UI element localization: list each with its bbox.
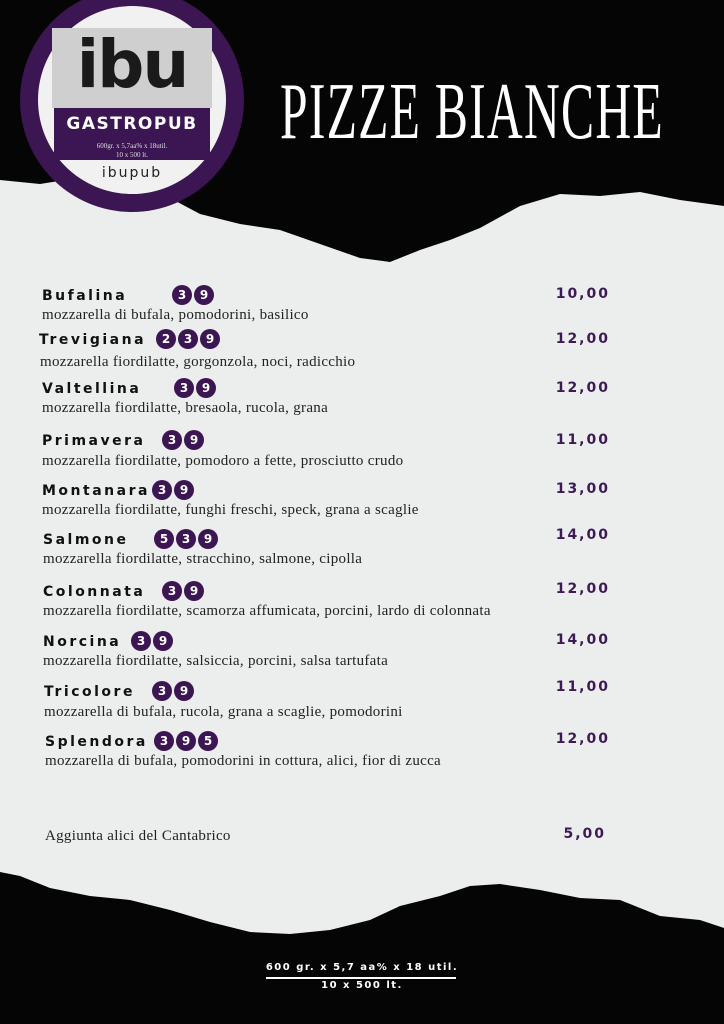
allergen-badge: 9 bbox=[196, 378, 216, 398]
item-price: 14,00 bbox=[555, 632, 610, 648]
footer-rule bbox=[266, 977, 456, 979]
allergen-badge: 9 bbox=[200, 329, 220, 349]
logo-brand: GASTROPUB bbox=[66, 114, 198, 134]
item-name: Tricolore bbox=[44, 684, 135, 700]
item-description: mozzarella fiordilatte, scamorza affumic… bbox=[43, 603, 491, 619]
title: PIZZE BIANCHE bbox=[280, 68, 664, 156]
item-description: mozzarella di bufala, pomodorini, basili… bbox=[42, 307, 309, 323]
item-name: Norcina bbox=[43, 634, 122, 650]
item-description: mozzarella di bufala, rucola, grana a sc… bbox=[44, 704, 403, 720]
item-description: mozzarella fiordilatte, funghi freschi, … bbox=[42, 502, 419, 518]
footer-line: 600 gr. x 5,7 aa% x 18 util. bbox=[265, 962, 459, 973]
item-name: Salmone bbox=[43, 532, 129, 548]
item-description: mozzarella fiordilatte, gorgonzola, noci… bbox=[40, 354, 356, 370]
allergen-badge: 3 bbox=[172, 285, 192, 305]
item-price: 11,00 bbox=[555, 679, 610, 695]
allergen-badge: 3 bbox=[162, 581, 182, 601]
item-name: Bufalina bbox=[42, 288, 128, 304]
logo-mark: ibu bbox=[76, 26, 190, 103]
item-description: mozzarella fiordilatte, bresaola, rucola… bbox=[42, 400, 329, 416]
item-price: 12,00 bbox=[555, 380, 610, 396]
allergen-badge: 9 bbox=[184, 581, 204, 601]
allergen-badge: 5 bbox=[154, 529, 174, 549]
allergen-badge: 3 bbox=[176, 529, 196, 549]
allergen-badge: 9 bbox=[174, 681, 194, 701]
item-price: 12,00 bbox=[555, 731, 610, 747]
item-name: Splendora bbox=[45, 734, 148, 750]
allergen-badge: 9 bbox=[198, 529, 218, 549]
allergen-badge: 9 bbox=[153, 631, 173, 651]
item-price: 13,00 bbox=[555, 481, 610, 497]
logo bbox=[20, 0, 244, 212]
allergen-badge: 3 bbox=[152, 480, 172, 500]
item-price: 12,00 bbox=[555, 331, 610, 347]
item-description: mozzarella di bufala, pomodorini in cott… bbox=[45, 753, 442, 769]
logo-line: 600gr. x 5,7aa% x 18util. bbox=[96, 142, 168, 150]
allergen-badge: 3 bbox=[152, 681, 172, 701]
allergen-badge: 3 bbox=[178, 329, 198, 349]
allergen-badge: 2 bbox=[156, 329, 176, 349]
allergen-badge: 9 bbox=[176, 731, 196, 751]
item-description: mozzarella fiordilatte, salsiccia, porci… bbox=[43, 653, 389, 669]
item-price: 12,00 bbox=[555, 581, 610, 597]
allergen-badge: 3 bbox=[162, 430, 182, 450]
allergen-badge: 3 bbox=[174, 378, 194, 398]
item-description: mozzarella fiordilatte, stracchino, salm… bbox=[43, 551, 363, 567]
item-description: mozzarella fiordilatte, pomodoro a fette… bbox=[42, 453, 404, 469]
allergen-badge: 3 bbox=[154, 731, 174, 751]
extra-price: 5,00 bbox=[563, 826, 606, 842]
allergen-badge: 9 bbox=[174, 480, 194, 500]
allergen-badge: 5 bbox=[198, 731, 218, 751]
item-name: Colonnata bbox=[43, 584, 146, 600]
item-price: 11,00 bbox=[555, 432, 610, 448]
allergen-badge: 9 bbox=[184, 430, 204, 450]
allergen-badge: 9 bbox=[194, 285, 214, 305]
logo-handle: ibupub bbox=[101, 165, 163, 181]
logo-line: 10 x 500 lt. bbox=[116, 151, 148, 159]
item-name: Primavera bbox=[42, 433, 146, 449]
item-name: Montanara bbox=[42, 483, 150, 499]
item-price: 10,00 bbox=[555, 286, 610, 302]
allergen-badge: 3 bbox=[131, 631, 151, 651]
extra-label: Aggiunta alici del Cantabrico bbox=[45, 828, 231, 844]
item-name: Valtellina bbox=[42, 381, 142, 397]
item-price: 14,00 bbox=[555, 527, 610, 543]
item-name: Trevigiana bbox=[39, 332, 147, 348]
footer-line: 10 x 500 lt. bbox=[321, 980, 403, 991]
